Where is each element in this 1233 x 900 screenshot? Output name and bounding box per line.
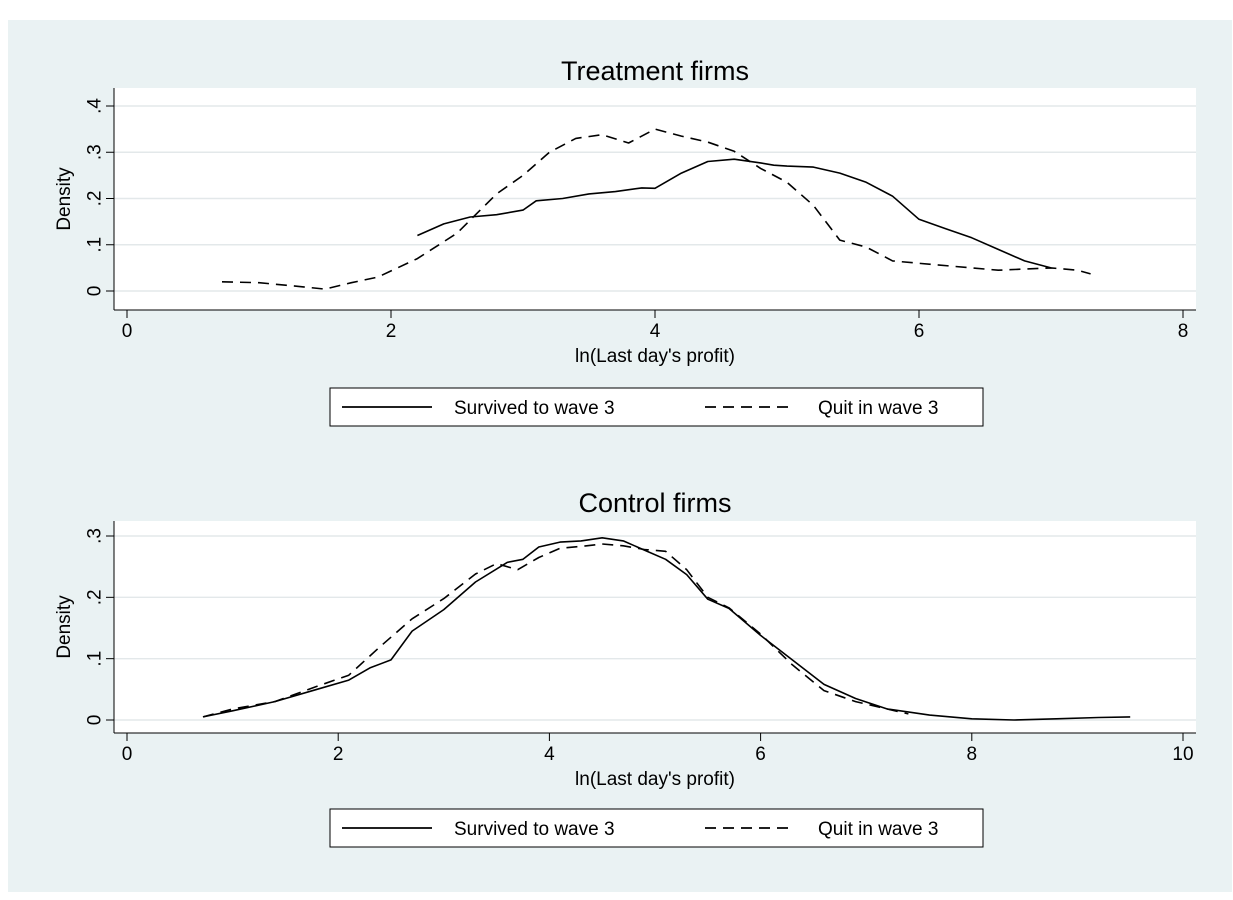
x-tick-label-control: 8 bbox=[967, 744, 978, 765]
y-tick-label-treatment: 0 bbox=[85, 286, 106, 297]
legend-treatment: Survived to wave 3 Quit in wave 3 bbox=[329, 387, 984, 427]
control-panel: Control firms 0 .1 .2 .3 0 2 4 6 8 10 ln(Last day's… bbox=[54, 488, 1196, 790]
y-tick-label-treatment: .4 bbox=[85, 98, 106, 114]
legend-control: Survived to wave 3 Quit in wave 3 bbox=[329, 808, 984, 848]
x-tick-label-treatment: 2 bbox=[386, 321, 397, 342]
legend-label-survived-treatment: Survived to wave 3 bbox=[454, 398, 615, 419]
series-line-survived-treatment bbox=[417, 158, 1052, 269]
y-tick-label-treatment: .1 bbox=[85, 237, 106, 253]
x-tick-label-control: 0 bbox=[122, 744, 133, 765]
y-tick-label-control: .2 bbox=[85, 589, 106, 605]
x-tick-label-treatment: 4 bbox=[650, 321, 661, 342]
x-tick-label-treatment: 8 bbox=[1178, 321, 1189, 342]
legend-label-quit-treatment: Quit in wave 3 bbox=[818, 398, 938, 419]
x-tick-label-control: 10 bbox=[1172, 744, 1193, 765]
x-tick-label-treatment: 0 bbox=[122, 321, 133, 342]
x-axis-label-control: ln(Last day's profit) bbox=[575, 769, 735, 790]
y-axis-label-treatment: Density bbox=[54, 167, 75, 231]
series-line-quit-treatment bbox=[221, 128, 1091, 290]
series-line-survived-control bbox=[202, 537, 1131, 721]
y-tick-label-treatment: .3 bbox=[85, 144, 106, 160]
chart-title-control: Control firms bbox=[578, 488, 731, 518]
plot-area-control bbox=[114, 521, 1196, 733]
legend-label-quit-control: Quit in wave 3 bbox=[818, 819, 938, 840]
treatment-panel: Treatment firms 0 .1 .2 .3 .4 0 2 4 6 8 ln(Last day… bbox=[54, 56, 1196, 367]
top-cropped-text bbox=[0, 0, 1233, 20]
x-tick-label-treatment: 6 bbox=[914, 321, 925, 342]
series-line-quit-control bbox=[202, 543, 909, 718]
x-axis-label-treatment: ln(Last day's profit) bbox=[575, 346, 735, 367]
legend-label-survived-control: Survived to wave 3 bbox=[454, 819, 615, 840]
x-tick-label-control: 6 bbox=[755, 744, 766, 765]
y-tick-label-control: .3 bbox=[85, 528, 106, 544]
x-tick-label-control: 4 bbox=[544, 744, 555, 765]
y-tick-label-control: 0 bbox=[85, 715, 106, 726]
chart-title-treatment: Treatment firms bbox=[561, 56, 749, 86]
y-axis-label-control: Density bbox=[54, 595, 75, 659]
y-tick-label-treatment: .2 bbox=[85, 191, 106, 207]
x-tick-label-control: 2 bbox=[333, 744, 344, 765]
y-tick-label-control: .1 bbox=[85, 651, 106, 667]
